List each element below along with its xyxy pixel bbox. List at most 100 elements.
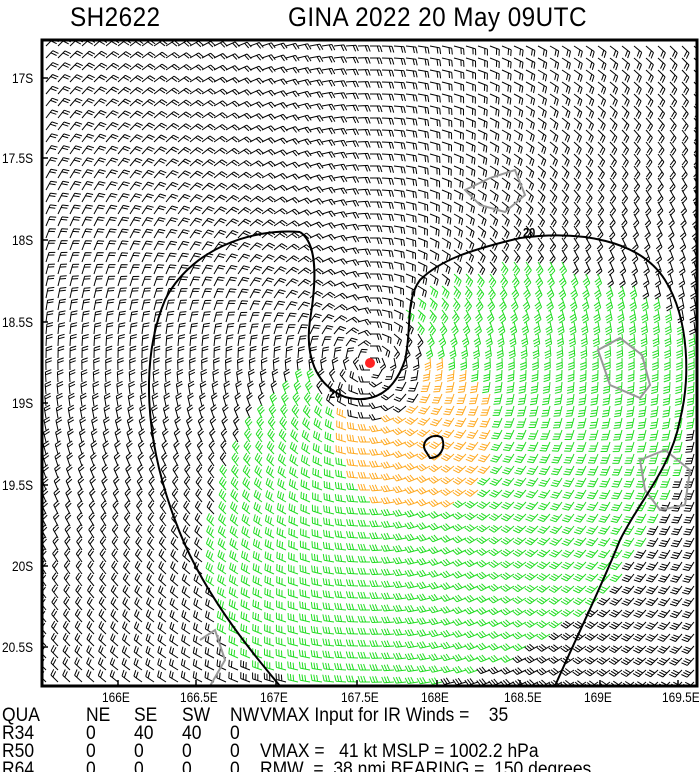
wind-barb	[222, 392, 230, 407]
wind-barb	[573, 93, 583, 107]
wind-barb	[299, 637, 311, 647]
wind-barb	[512, 549, 527, 557]
wind-barb	[334, 481, 347, 491]
wind-barb	[593, 309, 601, 324]
wind-barb	[225, 357, 232, 371]
wind-barb	[176, 369, 184, 383]
wind-barb	[576, 429, 587, 441]
wind-barb	[645, 585, 659, 595]
wind-barb	[134, 609, 143, 623]
wind-barb	[189, 288, 200, 299]
wind-barb	[264, 600, 275, 611]
wind-barb	[681, 93, 689, 108]
wind-barb	[675, 369, 683, 383]
wind-barb	[346, 446, 359, 455]
wind-barb	[42, 464, 49, 479]
wind-barb	[577, 405, 587, 418]
wind-barb	[321, 186, 336, 194]
wind-barb	[45, 286, 55, 299]
wind-barb	[231, 452, 240, 467]
wind-barb	[472, 357, 479, 371]
wind-barb	[141, 205, 154, 215]
wind-barb	[321, 314, 335, 323]
wind-barb	[679, 249, 686, 264]
wind-barb	[569, 297, 578, 312]
wind-barb	[44, 381, 52, 395]
wind-barb	[321, 127, 336, 135]
wind-barb	[237, 357, 244, 371]
wind-barb	[381, 664, 395, 672]
wind-barb	[141, 334, 149, 347]
wind-barb	[76, 536, 83, 551]
wind-barb	[181, 634, 191, 647]
wind-barb	[573, 117, 583, 131]
wind-barb	[42, 440, 50, 455]
wind-barb	[252, 538, 263, 551]
wind-barb	[325, 406, 335, 419]
wind-barb	[501, 177, 511, 190]
wind-barb	[312, 492, 323, 503]
wind-barb	[111, 524, 119, 539]
wind-barb	[264, 636, 275, 647]
wind-barb	[609, 597, 623, 606]
wind-barb	[596, 621, 611, 630]
wind-barb	[69, 216, 81, 227]
wind-barb	[287, 649, 299, 659]
wind-barb	[477, 489, 491, 498]
wind-barb	[477, 153, 488, 165]
wind-barb	[78, 428, 86, 443]
wind-barb	[380, 485, 395, 493]
wind-barb	[429, 273, 439, 286]
wind-barb	[189, 158, 204, 167]
wind-barb	[129, 134, 143, 143]
wind-barb	[513, 45, 524, 57]
wind-barb	[609, 93, 618, 107]
wind-barb	[193, 573, 203, 587]
table-cell: 0	[134, 741, 144, 762]
wind-barb	[513, 57, 524, 69]
wind-barb	[580, 357, 587, 371]
wind-barb	[93, 298, 103, 311]
wind-barb	[621, 213, 628, 228]
wind-barb	[105, 62, 120, 71]
wind-barb	[249, 288, 261, 299]
wind-barb	[345, 651, 359, 659]
wind-barb	[587, 465, 599, 476]
wind-barb	[145, 621, 155, 635]
wind-barb	[680, 213, 687, 228]
wind-barb	[489, 141, 500, 154]
wind-barb	[334, 614, 347, 623]
wind-barb	[417, 297, 427, 310]
wind-barb	[177, 205, 191, 215]
wind-barb	[621, 57, 631, 71]
wind-barb	[249, 253, 263, 263]
wind-barb	[114, 440, 121, 455]
wind-barb	[357, 236, 371, 244]
wind-barb	[428, 475, 443, 484]
wind-barb	[622, 525, 635, 535]
wind-barb	[549, 57, 560, 70]
wind-barb	[380, 496, 395, 505]
wind-barb	[646, 549, 659, 559]
wind-barb	[436, 357, 444, 371]
wind-barb	[633, 597, 647, 607]
wind-barb	[369, 508, 383, 516]
wind-barb	[597, 141, 606, 156]
wind-barb	[440, 677, 455, 685]
wind-barb	[333, 128, 348, 135]
wind-barb	[596, 249, 603, 264]
wind-barb	[441, 285, 450, 299]
wind-barb	[216, 598, 227, 611]
wind-barb	[408, 381, 419, 392]
wind-barb	[105, 157, 119, 167]
wind-barb	[165, 193, 179, 203]
wind-barb	[213, 147, 228, 155]
wind-barb	[603, 369, 611, 383]
wind-barb	[524, 561, 539, 569]
wind-barb	[642, 285, 650, 300]
wind-barb	[152, 380, 159, 395]
wind-barb	[524, 572, 539, 581]
wind-barb	[633, 609, 647, 618]
wind-barb	[110, 584, 119, 599]
wind-barb	[312, 467, 323, 479]
